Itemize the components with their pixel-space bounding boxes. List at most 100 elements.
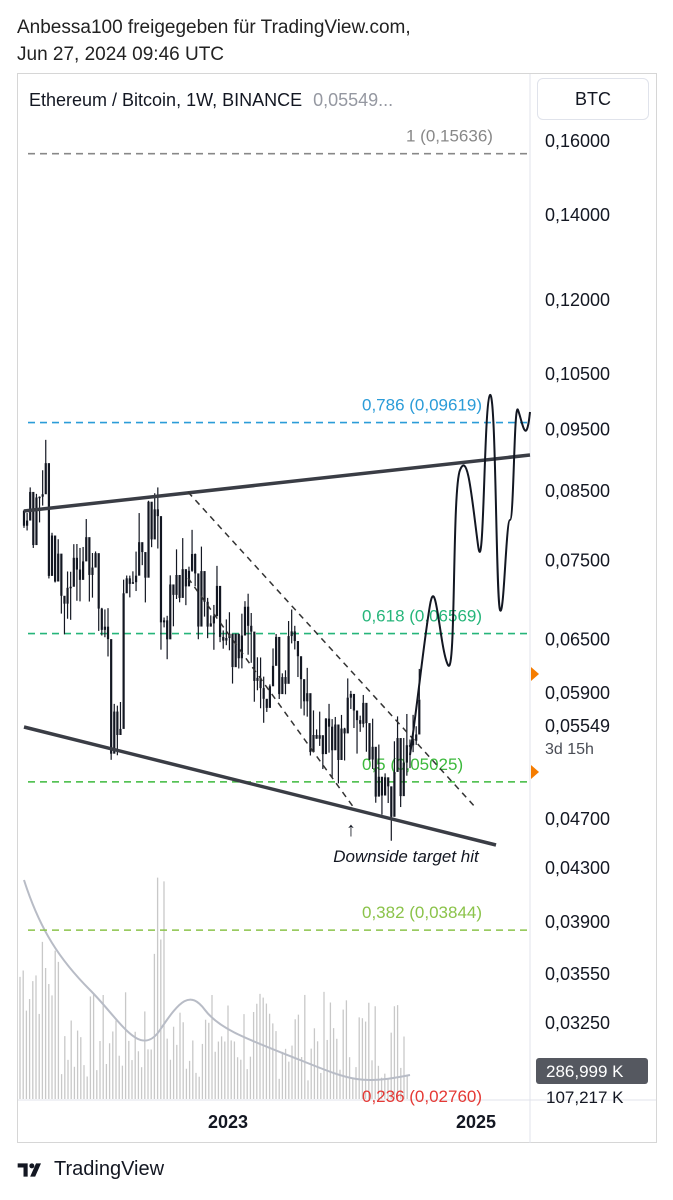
y-tick-label: 0,04700 bbox=[545, 809, 610, 829]
candle-body bbox=[412, 740, 415, 746]
upper-channel-line bbox=[23, 453, 531, 513]
candle-body bbox=[162, 620, 166, 623]
candle-body bbox=[215, 585, 219, 617]
candle-body bbox=[349, 693, 352, 698]
volume-value-label-2: 107,217 K bbox=[546, 1088, 624, 1107]
candle-body bbox=[184, 569, 187, 587]
candle-body bbox=[159, 516, 163, 623]
falling-wedge-upper bbox=[187, 491, 477, 809]
candle-body bbox=[418, 699, 421, 735]
candle-body bbox=[128, 578, 131, 584]
projected-path bbox=[409, 393, 531, 756]
countdown-label: 3d 15h bbox=[545, 741, 594, 758]
candle-body bbox=[247, 606, 250, 626]
x-tick-label: 2023 bbox=[208, 1112, 248, 1132]
candle-body bbox=[387, 777, 390, 787]
candle-body bbox=[69, 586, 72, 589]
candle-body bbox=[265, 698, 268, 708]
candle-body bbox=[110, 639, 113, 754]
candle-body bbox=[371, 746, 374, 760]
candle-body bbox=[327, 718, 331, 727]
candle-body bbox=[147, 501, 150, 578]
y-tick-label: 0,14000 bbox=[545, 205, 610, 225]
candle-body bbox=[243, 606, 247, 636]
candle-body bbox=[122, 593, 125, 729]
y-tick-label: 0,04300 bbox=[545, 858, 610, 878]
candle-body bbox=[181, 569, 184, 598]
candle-body bbox=[66, 587, 69, 604]
y-tick-label: 0,09500 bbox=[545, 419, 610, 439]
candle-body bbox=[290, 631, 293, 637]
volume-ma-line bbox=[23, 879, 411, 1081]
candle-body bbox=[144, 552, 147, 578]
candle-body bbox=[100, 608, 103, 630]
candle-body bbox=[38, 496, 41, 499]
candle-body bbox=[262, 688, 265, 699]
candle-body bbox=[113, 711, 116, 754]
candle-body bbox=[72, 557, 75, 587]
y-tick-label: 0,07500 bbox=[545, 550, 610, 570]
candle-body bbox=[321, 735, 324, 755]
candle-body bbox=[362, 702, 365, 724]
volume-value-badge bbox=[536, 1058, 648, 1084]
candle-body bbox=[209, 623, 212, 627]
fib-label: 0,382 (0,03844) bbox=[362, 903, 482, 922]
candle-body bbox=[278, 636, 281, 695]
fib-label: 0,786 (0,09619) bbox=[362, 396, 482, 415]
candle-body bbox=[116, 711, 119, 735]
candle-body bbox=[343, 728, 346, 734]
candle-body bbox=[50, 535, 54, 576]
candle-body bbox=[225, 637, 228, 641]
candle-body bbox=[408, 745, 412, 747]
symbol-price: 0,05549... bbox=[313, 90, 394, 110]
candle-body bbox=[60, 553, 63, 596]
candle-body bbox=[337, 724, 340, 760]
y-tick-label: 0,03550 bbox=[545, 964, 610, 984]
candle-body bbox=[150, 501, 153, 540]
candle-body bbox=[57, 553, 60, 582]
candle-body bbox=[138, 542, 141, 576]
candle-body bbox=[368, 723, 371, 760]
candle-body bbox=[119, 728, 122, 735]
candle-body bbox=[194, 553, 197, 574]
candle-body bbox=[309, 693, 312, 753]
x-tick-label: 2025 bbox=[456, 1112, 496, 1132]
candle-body bbox=[26, 520, 29, 526]
candle-body bbox=[134, 575, 138, 583]
share-date-line: Jun 27, 2024 09:46 UTC bbox=[17, 44, 225, 65]
candle-body bbox=[383, 777, 387, 796]
candle-body bbox=[271, 665, 275, 687]
candle-body bbox=[405, 745, 408, 763]
symbol-legend[interactable]: Ethereum / Bitcoin, 1W, BINANCE 0,05549.… bbox=[29, 90, 393, 111]
share-header: Anbessa100 freigegeben für TradingView.c… bbox=[17, 14, 411, 68]
candle-body bbox=[175, 574, 178, 595]
lower-channel-line bbox=[23, 725, 497, 847]
candle-body bbox=[125, 578, 128, 594]
candle-body bbox=[41, 494, 44, 497]
last-price-label: 0,05549 bbox=[545, 716, 610, 736]
tradingview-footer: TradingView bbox=[16, 1158, 164, 1181]
candle-body bbox=[250, 625, 253, 632]
candle-body bbox=[231, 633, 234, 668]
candle-body bbox=[281, 677, 284, 695]
candle-body bbox=[32, 491, 35, 546]
candle-body bbox=[131, 582, 135, 584]
candle-body bbox=[203, 571, 206, 602]
fib-label: 0,5 (0,05025) bbox=[362, 755, 463, 774]
candle-body bbox=[240, 635, 243, 659]
symbol-label: Ethereum / Bitcoin, 1W, BINANCE bbox=[29, 90, 303, 110]
candle-body bbox=[97, 553, 100, 609]
candle-body bbox=[340, 728, 343, 760]
candle-body bbox=[141, 542, 144, 553]
candle-body bbox=[318, 735, 321, 739]
candle-body bbox=[237, 633, 240, 659]
candle-body bbox=[200, 571, 203, 627]
candle-body bbox=[324, 718, 328, 755]
candle-body bbox=[212, 616, 215, 624]
candle-body bbox=[284, 677, 287, 684]
price-marker-icon bbox=[531, 765, 539, 779]
candle-body bbox=[256, 677, 259, 681]
currency-scale-button[interactable]: BTC bbox=[537, 78, 649, 120]
volume-value-label: 286,999 K bbox=[546, 1062, 624, 1081]
